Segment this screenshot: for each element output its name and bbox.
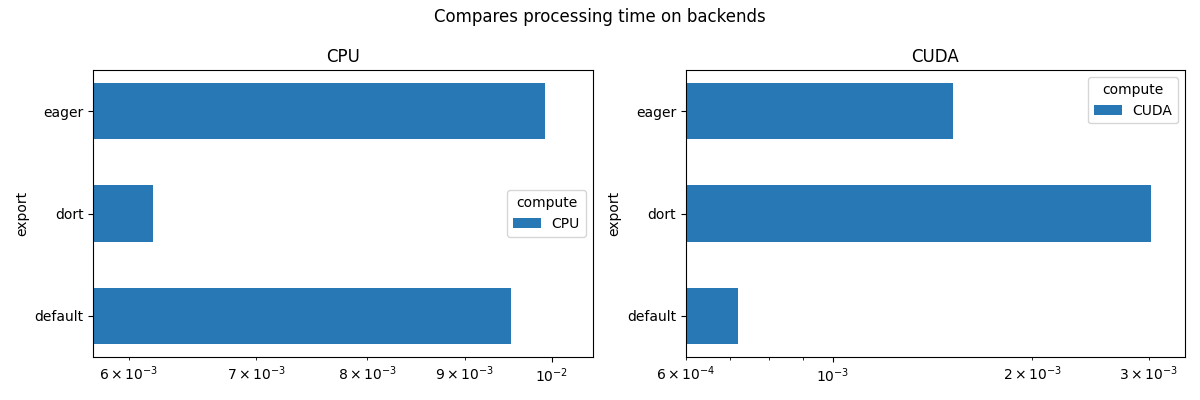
Legend: CUDA: CUDA xyxy=(1088,77,1178,123)
Title: CUDA: CUDA xyxy=(912,48,959,66)
Bar xyxy=(0,186,1151,242)
Title: CPU: CPU xyxy=(326,48,360,66)
Bar xyxy=(0,83,546,140)
Legend: CPU: CPU xyxy=(508,190,586,236)
Bar xyxy=(0,83,953,140)
Bar xyxy=(0,288,738,344)
Y-axis label: export: export xyxy=(14,191,29,236)
Y-axis label: export: export xyxy=(607,191,622,236)
Bar xyxy=(0,186,154,242)
Bar xyxy=(0,288,511,344)
Text: Compares processing time on backends: Compares processing time on backends xyxy=(434,8,766,26)
